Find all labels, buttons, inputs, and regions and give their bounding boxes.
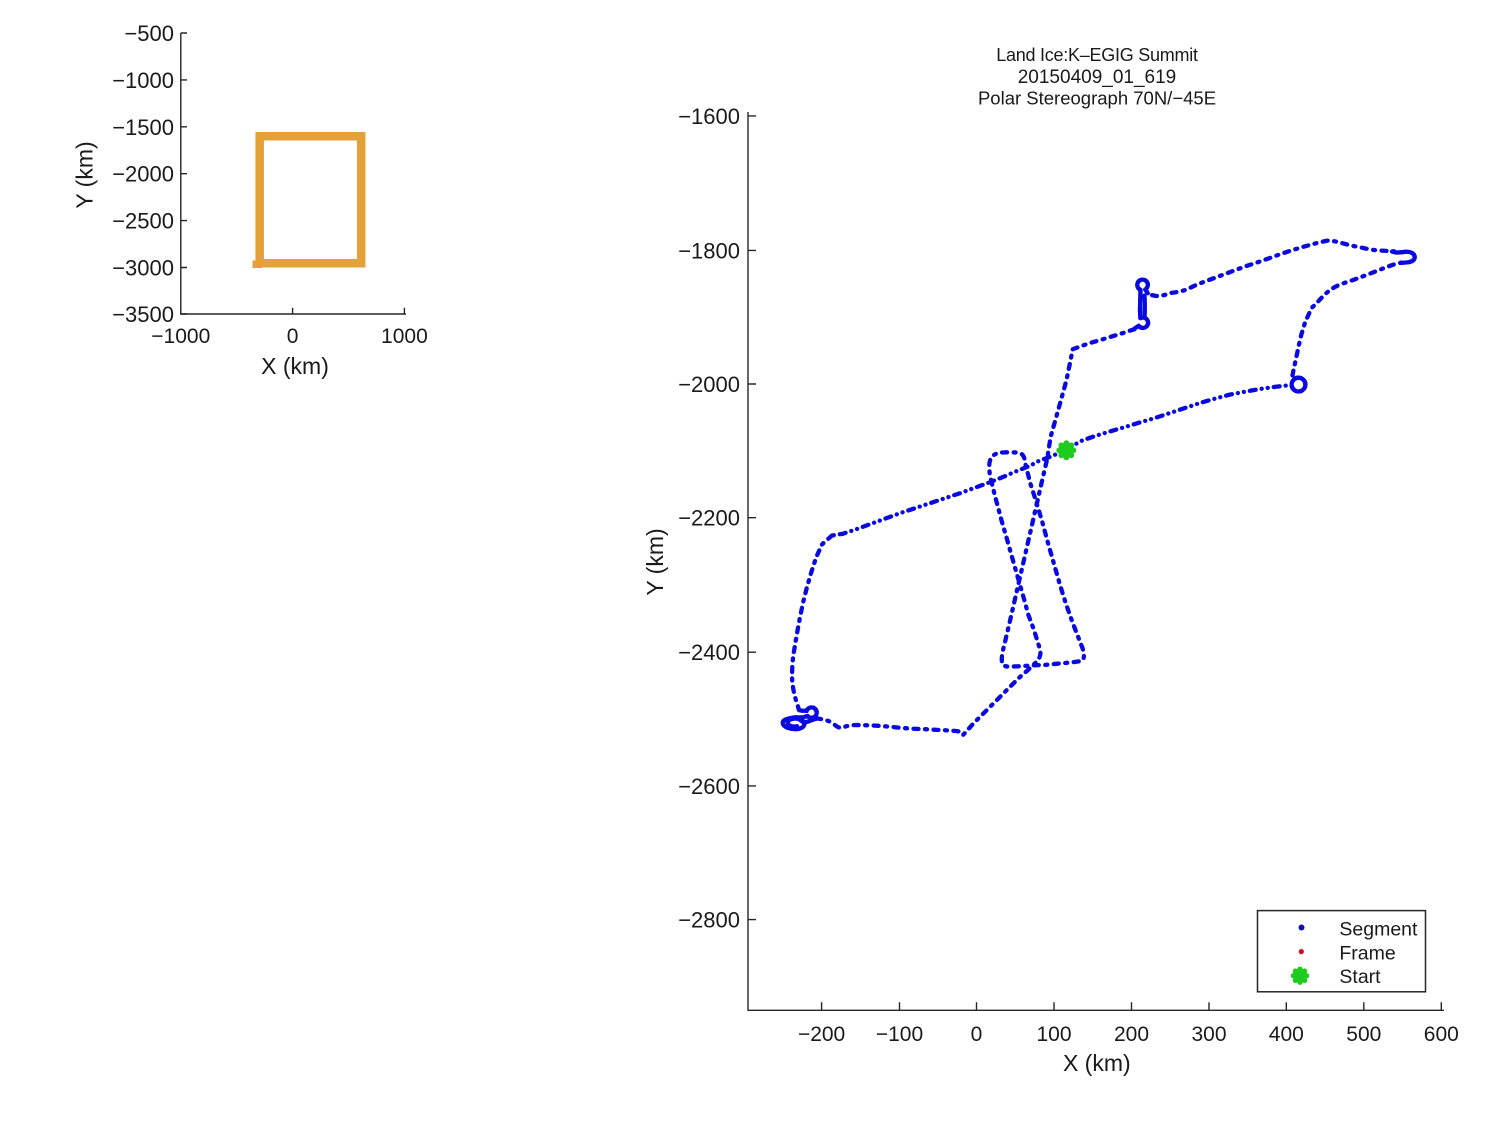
svg-text:−2600: −2600 [678,774,740,799]
svg-text:300: 300 [1191,1023,1226,1046]
svg-text:Segment: Segment [1339,919,1418,941]
svg-text:−100: −100 [876,1023,923,1046]
svg-text:400: 400 [1269,1023,1304,1046]
svg-text:1000: 1000 [381,325,428,348]
svg-text:−2000: −2000 [678,372,740,397]
svg-text:Y (km): Y (km) [642,528,668,595]
svg-text:0: 0 [287,325,299,348]
svg-text:−1600: −1600 [678,104,740,129]
svg-text:−3000: −3000 [112,256,174,281]
svg-text:−2200: −2200 [678,506,740,531]
svg-text:20150409_01_619: 20150409_01_619 [1018,67,1177,88]
svg-text:X (km): X (km) [261,353,329,379]
svg-text:Frame: Frame [1339,942,1395,964]
svg-text:Y (km): Y (km) [72,141,98,208]
svg-text:600: 600 [1424,1023,1459,1046]
svg-text:Start: Start [1339,966,1381,988]
svg-text:Polar Stereograph 70N/−45E: Polar Stereograph 70N/−45E [978,88,1216,109]
svg-text:500: 500 [1346,1023,1381,1046]
svg-text:−1800: −1800 [678,238,740,263]
svg-text:−1500: −1500 [112,115,174,140]
svg-text:200: 200 [1114,1023,1149,1046]
svg-text:−2400: −2400 [678,640,740,665]
svg-text:−2800: −2800 [678,908,740,933]
svg-text:−1000: −1000 [112,68,174,93]
svg-text:−2000: −2000 [112,162,174,187]
svg-text:100: 100 [1036,1023,1071,1046]
svg-text:0: 0 [971,1023,983,1046]
svg-text:−3500: −3500 [112,302,174,327]
svg-text:Land Ice:K–EGIG Summit: Land Ice:K–EGIG Summit [996,45,1198,65]
svg-text:X (km): X (km) [1063,1050,1131,1076]
svg-text:−1000: −1000 [151,325,210,348]
svg-text:−200: −200 [798,1023,845,1046]
svg-text:−2500: −2500 [112,209,174,234]
svg-text:−500: −500 [124,21,174,46]
